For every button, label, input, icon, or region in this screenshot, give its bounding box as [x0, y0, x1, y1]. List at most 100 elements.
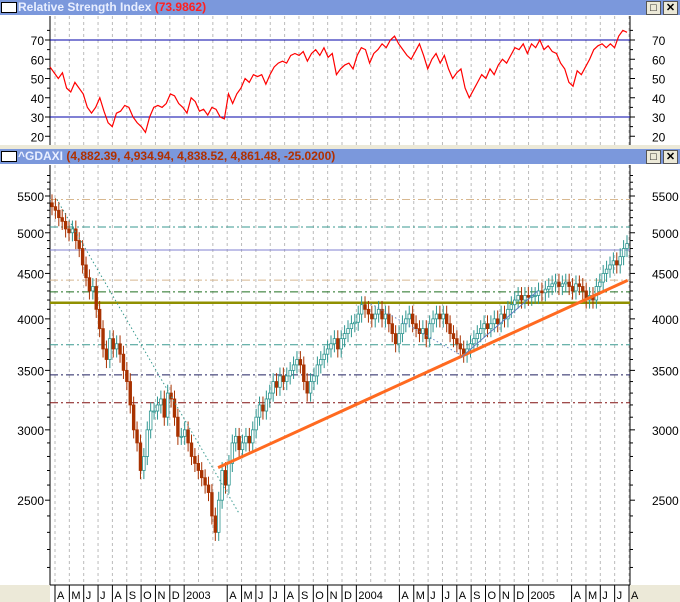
candle-body	[458, 343, 462, 350]
x-tick-label: A	[459, 590, 467, 602]
price-panel-title: ^GDAXI (4,882.39, 4,934.94, 4,838.52, 4,…	[18, 149, 336, 163]
candle-body	[308, 381, 313, 394]
candle-body	[478, 328, 483, 335]
candle-body	[186, 429, 190, 444]
trendline	[56, 199, 240, 513]
candle-body	[543, 288, 548, 294]
rsi-y-label: 50	[31, 73, 45, 87]
candle-body	[475, 333, 479, 340]
candle-body	[441, 313, 445, 320]
candle-body	[101, 328, 105, 350]
candle-body	[257, 404, 262, 418]
x-tick-label: 2005	[531, 590, 555, 602]
candle-body	[94, 286, 98, 310]
candle-body	[336, 338, 340, 350]
x-tick-label: A	[114, 590, 122, 602]
candle-body	[533, 295, 537, 297]
candle-body	[176, 416, 180, 437]
candle-body	[87, 277, 92, 292]
candle-body	[285, 375, 289, 382]
candle-body	[431, 318, 435, 325]
candle-body	[196, 463, 201, 471]
candle-body	[278, 375, 282, 388]
price-y-label: 5500	[652, 190, 679, 204]
candle-body	[496, 318, 500, 325]
x-tick-label: M	[588, 590, 597, 602]
maximize-icon[interactable]: □	[646, 150, 661, 164]
x-tick-label: S	[473, 590, 480, 602]
candle-body	[598, 281, 602, 287]
ohlc-values: (4,882.39, 4,934.94, 4,838.52, 4,861.48,…	[66, 149, 336, 163]
maximize-icon[interactable]: □	[646, 1, 661, 15]
candle-body	[485, 323, 490, 330]
x-tick-label: N	[330, 590, 338, 602]
candle-body	[97, 308, 102, 330]
candle-body	[434, 313, 439, 320]
close-icon[interactable]: ✕	[663, 150, 678, 164]
x-tick-label: A	[574, 590, 582, 602]
rsi-panel-titlebar[interactable]: Relative Strength Index (73.9862) □ ✕	[0, 0, 680, 15]
x-tick-label: A	[57, 590, 65, 602]
candle-body	[410, 313, 415, 325]
candle-body	[80, 248, 85, 266]
candle-body	[155, 404, 160, 412]
rsi-y-label: 20	[652, 130, 666, 144]
candle-body	[615, 260, 619, 266]
candle-body	[417, 328, 422, 335]
candle-body	[363, 304, 367, 310]
candle-body	[621, 248, 626, 258]
candle-body	[536, 290, 541, 296]
candle-body	[502, 313, 507, 320]
x-tick-label: J	[617, 590, 623, 602]
candle-body	[376, 308, 381, 315]
candle-body	[227, 463, 231, 486]
candle-body	[342, 333, 347, 340]
candle-body	[618, 256, 622, 266]
candle-body	[131, 404, 136, 431]
candle-body	[370, 313, 374, 320]
candle-body	[564, 281, 568, 285]
x-tick-label: 2004	[358, 590, 382, 602]
candle-body	[383, 313, 388, 320]
candle-body	[550, 283, 554, 287]
candle-body	[482, 323, 486, 330]
price-y-label: 5500	[17, 190, 44, 204]
price-panel-titlebar[interactable]: ^GDAXI (4,882.39, 4,934.94, 4,838.52, 4,…	[0, 149, 680, 164]
candle-body	[581, 286, 585, 292]
rsi-y-label: 70	[652, 34, 666, 48]
candle-body	[611, 260, 616, 266]
candle-body	[547, 286, 551, 290]
candle-body	[244, 435, 248, 444]
candle-body	[519, 295, 524, 301]
rsi-y-label: 30	[652, 111, 666, 125]
candle-body	[553, 281, 558, 285]
candle-body	[125, 369, 129, 382]
candle-body	[121, 353, 126, 371]
close-icon[interactable]: ✕	[663, 1, 678, 15]
window-icon	[1, 151, 17, 162]
candle-body	[74, 228, 78, 241]
candle-body	[298, 359, 303, 366]
candle-body	[302, 364, 306, 382]
price-y-label: 3000	[652, 424, 679, 438]
candle-body	[268, 392, 272, 400]
candle-body	[111, 338, 115, 350]
price-y-label: 3500	[652, 364, 679, 378]
candle-body	[438, 313, 442, 320]
x-tick-label: O	[143, 590, 152, 602]
price-y-label: 2500	[17, 494, 44, 508]
candle-body	[223, 470, 228, 486]
candle-body	[230, 442, 235, 464]
candle-body	[247, 435, 252, 444]
candle-body	[373, 313, 377, 320]
x-tick-label: A	[229, 590, 237, 602]
candle-body	[577, 283, 582, 287]
candle-body	[516, 295, 520, 301]
x-tick-label: M	[71, 590, 80, 602]
candle-body	[540, 290, 544, 294]
rsi-y-label: 50	[652, 73, 666, 87]
candle-body	[509, 304, 514, 310]
candle-body	[339, 338, 343, 350]
window-icon	[1, 2, 17, 13]
candle-body	[189, 442, 194, 457]
